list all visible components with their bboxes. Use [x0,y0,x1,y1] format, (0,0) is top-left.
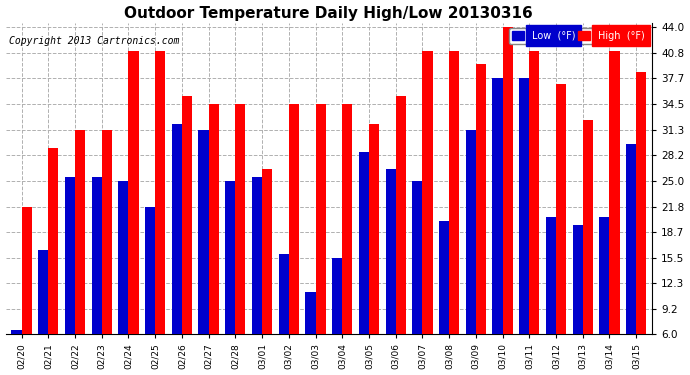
Bar [208,104,219,334]
Bar [529,51,540,334]
Bar [342,104,353,334]
Bar [225,181,235,334]
Bar [439,221,449,334]
Bar [306,292,315,334]
Bar [502,27,513,334]
Bar [128,51,139,334]
Bar [449,51,460,334]
Bar [65,177,75,334]
Bar [145,207,155,334]
Bar [476,63,486,334]
Bar [386,169,395,334]
Bar [155,51,166,334]
Bar [369,124,379,334]
Bar [48,148,59,334]
Bar [626,144,636,334]
Bar [582,120,593,334]
Bar [118,181,128,334]
Bar [182,96,192,334]
Bar [332,258,342,334]
Bar [12,330,21,334]
Bar [199,130,208,334]
Bar [359,153,369,334]
Bar [38,249,48,334]
Bar [262,169,273,334]
Bar [573,225,582,334]
Bar [395,96,406,334]
Bar [609,51,620,334]
Title: Outdoor Temperature Daily High/Low 20130316: Outdoor Temperature Daily High/Low 20130… [124,6,533,21]
Text: Copyright 2013 Cartronics.com: Copyright 2013 Cartronics.com [9,36,179,46]
Bar [422,51,433,334]
Bar [519,78,529,334]
Legend: Low  (°F), High  (°F): Low (°F), High (°F) [509,28,647,44]
Bar [546,217,556,334]
Bar [315,104,326,334]
Bar [252,177,262,334]
Bar [101,130,112,334]
Bar [235,104,246,334]
Bar [493,78,502,334]
Bar [599,217,609,334]
Bar [466,130,476,334]
Bar [556,84,566,334]
Bar [412,181,422,334]
Bar [172,124,182,334]
Bar [289,104,299,334]
Bar [21,207,32,334]
Bar [92,177,101,334]
Bar [75,130,85,334]
Bar [636,72,647,334]
Bar [279,254,289,334]
